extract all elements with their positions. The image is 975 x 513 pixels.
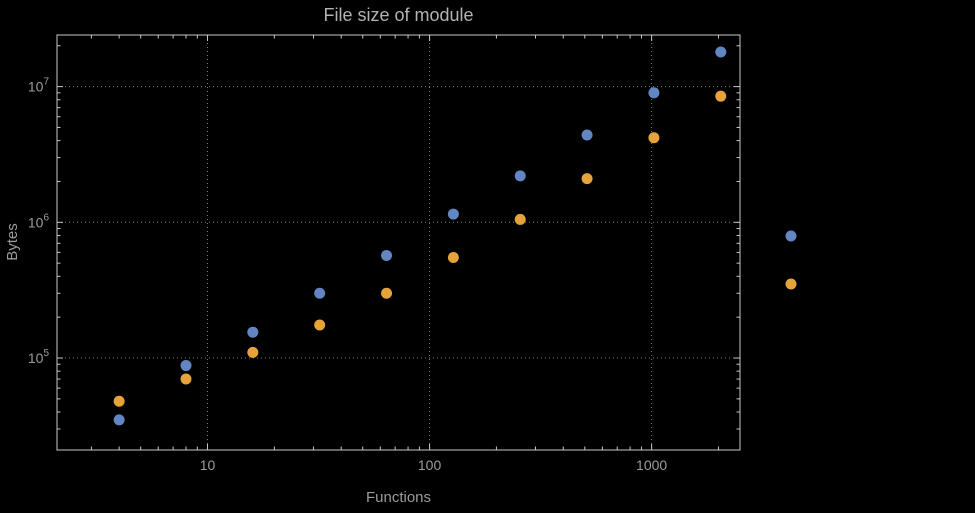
y-tick-label: 105 xyxy=(28,348,50,366)
plot-frame xyxy=(56,34,741,451)
data-point-orange xyxy=(247,346,259,358)
x-tick-label: 10 xyxy=(200,457,216,473)
y-axis-label: Bytes xyxy=(4,223,21,261)
data-point-blue xyxy=(113,414,125,426)
data-point-orange xyxy=(113,395,125,407)
x-tick-label: 100 xyxy=(418,457,442,473)
data-point-blue xyxy=(314,287,326,299)
legend-marker-blue xyxy=(785,230,797,242)
data-point-blue xyxy=(247,326,259,338)
data-point-blue xyxy=(381,249,393,261)
data-point-blue xyxy=(447,208,459,220)
data-point-orange xyxy=(715,90,727,102)
legend-marker-orange xyxy=(785,278,797,290)
data-point-orange xyxy=(581,173,593,185)
x-tick-label: 1000 xyxy=(636,457,667,473)
y-tick-label: 106 xyxy=(28,212,50,230)
data-point-orange xyxy=(314,319,326,331)
data-point-blue xyxy=(581,129,593,141)
data-point-orange xyxy=(648,132,660,144)
data-point-blue xyxy=(715,46,727,58)
data-point-blue xyxy=(514,170,526,182)
y-tick-label: 107 xyxy=(28,77,50,95)
data-point-orange xyxy=(180,373,192,385)
data-point-orange xyxy=(514,213,526,225)
chart-title: File size of module xyxy=(323,5,474,25)
data-point-blue xyxy=(180,360,192,372)
data-point-orange xyxy=(381,287,393,299)
data-point-blue xyxy=(648,87,660,99)
data-point-orange xyxy=(447,252,459,264)
x-axis-label: Functions xyxy=(365,489,432,506)
